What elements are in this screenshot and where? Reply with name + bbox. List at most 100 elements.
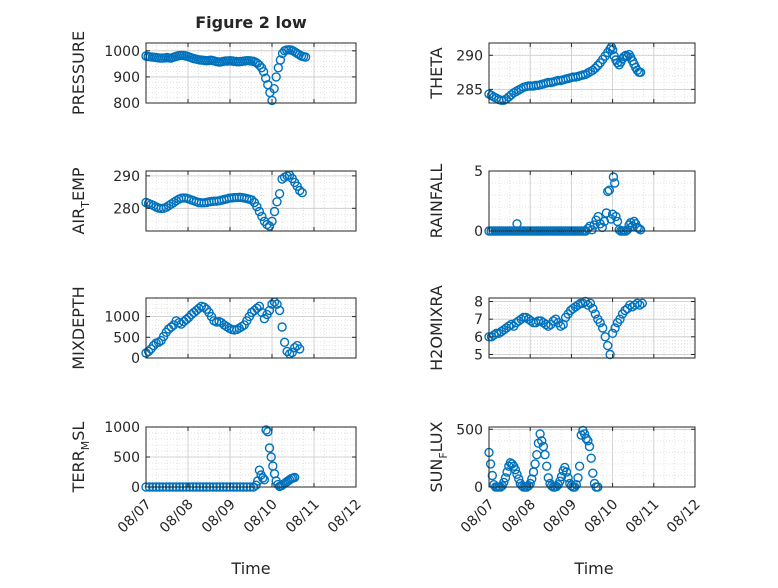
y-tick-label: 1000: [104, 310, 140, 326]
data-point: [556, 471, 567, 482]
data-point: [535, 429, 545, 439]
data-point: [176, 319, 187, 329]
data-point: [274, 188, 285, 199]
data-point: [277, 322, 287, 332]
data-point: [608, 172, 619, 182]
x-tick-label: 08/08: [499, 496, 539, 536]
y-tick-label: 1000: [104, 420, 140, 436]
axes-box: [145, 42, 357, 104]
data-point: [295, 344, 305, 354]
data-point: [264, 305, 275, 316]
x-axis-label-right: Time: [573, 559, 613, 578]
data-point: [537, 436, 547, 446]
data-point: [143, 346, 154, 357]
data-point: [556, 321, 566, 331]
data-point: [254, 301, 265, 311]
y-tick-label: 285: [456, 82, 483, 98]
data-point: [611, 211, 621, 222]
subplot-6: 56 78 H2OMIXRA: [427, 285, 696, 371]
data-point: [595, 318, 605, 328]
data-point: [548, 316, 558, 326]
data-point: [543, 473, 553, 483]
data-point: [290, 343, 300, 353]
data-point: [542, 461, 552, 471]
data-point: [295, 185, 305, 196]
y-tick-label: 800: [113, 96, 140, 112]
data-point: [637, 298, 647, 308]
subplot-5: 0 500 1000 MIXDEPTH: [69, 286, 357, 370]
data-point: [500, 473, 511, 483]
axes-box: [488, 42, 696, 104]
data-point: [153, 337, 164, 347]
data-point: [269, 206, 280, 217]
data-point: [275, 55, 286, 65]
data-point: [581, 433, 591, 444]
x-tick-label: 08/09: [540, 496, 580, 536]
data-point: [634, 223, 644, 234]
data-point: [504, 321, 514, 331]
x-tick-label: 08/09: [199, 496, 239, 536]
x-tick-label: 08/10: [241, 496, 281, 536]
data-point: [598, 323, 608, 333]
data-point: [590, 63, 600, 73]
x-tick-label: 08/11: [623, 496, 663, 536]
data-point: [635, 300, 645, 310]
data-point: [612, 216, 623, 227]
data-point: [163, 200, 174, 211]
data-point: [181, 314, 192, 325]
y-tick-label: 0: [131, 480, 140, 496]
data-point: [290, 472, 300, 483]
data-point: [583, 436, 593, 446]
y-tick-label: 0: [131, 351, 140, 367]
data-point: [573, 473, 583, 483]
data-point: [161, 202, 171, 213]
y-tick-label: 500: [113, 450, 140, 466]
data-point: [607, 328, 618, 338]
data-point: [267, 216, 277, 227]
y-tick-label: 5: [474, 347, 483, 363]
data-point: [593, 60, 603, 71]
data-point: [543, 321, 553, 331]
figure-title: Figure 2 low: [195, 13, 307, 32]
data-point: [485, 459, 496, 469]
axes-box: [488, 170, 696, 232]
axes-box: [145, 297, 357, 359]
data-point: [615, 314, 625, 324]
data-point: [588, 65, 598, 76]
data-point: [499, 477, 509, 488]
data-point: [502, 467, 512, 477]
data-point: [518, 312, 529, 323]
data-point: [491, 328, 502, 338]
axes-box: [145, 170, 357, 232]
data-point: [264, 221, 275, 231]
data-point: [573, 300, 583, 310]
x-tick-label: 08/12: [664, 496, 704, 536]
data-point: [184, 312, 194, 323]
data-point: [619, 51, 629, 62]
y-tick-label: 280: [113, 201, 140, 217]
y-tick-label: 7: [474, 312, 483, 328]
data-point: [266, 452, 276, 462]
data-point: [199, 302, 209, 312]
data-point: [274, 305, 285, 316]
subplot-4: 0 5 RAINFALL: [427, 164, 696, 240]
data-point: [530, 459, 540, 469]
data-point: [258, 66, 269, 77]
data-point: [237, 321, 247, 332]
subplot-1: 800 900 1000 PRESSURE: [69, 31, 357, 115]
y-axis-label: AIRTEMP: [69, 167, 92, 234]
data-point: [297, 187, 307, 198]
data-point: [606, 214, 616, 224]
subplot-7: 0 500 1000 08/07 08/08 08/09 08/10 08/11 08/12 TE…: [69, 420, 365, 536]
data-point: [272, 197, 282, 207]
axes-box: [488, 426, 696, 488]
data-point: [574, 461, 585, 471]
data-point: [632, 298, 642, 308]
data-point: [261, 425, 271, 435]
data-point: [635, 225, 646, 235]
data-point: [271, 72, 281, 82]
subplot-3: 280 290 AIRTEMP: [69, 167, 357, 235]
x-tick-label: 08/07: [115, 496, 155, 536]
